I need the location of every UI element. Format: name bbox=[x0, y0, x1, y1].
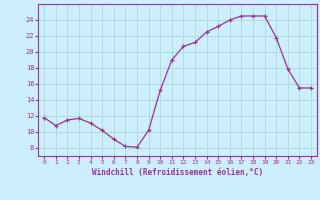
X-axis label: Windchill (Refroidissement éolien,°C): Windchill (Refroidissement éolien,°C) bbox=[92, 168, 263, 177]
